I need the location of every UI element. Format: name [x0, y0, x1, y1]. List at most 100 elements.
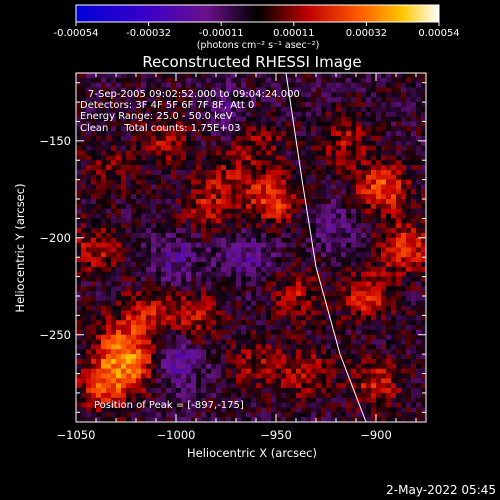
heatmap-cell: [251, 179, 257, 185]
heatmap-cell: [221, 131, 227, 137]
heatmap-cell: [136, 388, 142, 394]
heatmap-cell: [271, 131, 277, 137]
heatmap-cell: [421, 247, 426, 253]
heatmap-cell: [356, 136, 362, 142]
heatmap-cell: [326, 286, 332, 292]
heatmap-cell: [231, 97, 237, 103]
heatmap-cell: [296, 407, 302, 413]
heatmap-cell: [351, 228, 357, 234]
heatmap-cell: [121, 305, 127, 312]
heatmap-cell: [241, 237, 247, 244]
heatmap-cell: [191, 291, 197, 297]
heatmap-cell: [146, 203, 152, 210]
heatmap-cell: [356, 155, 362, 161]
heatmap-cell: [216, 223, 222, 229]
heatmap-cell: [256, 160, 262, 166]
heatmap-cell: [251, 281, 257, 287]
heatmap-cell: [321, 174, 327, 181]
heatmap-cell: [311, 126, 317, 132]
heatmap-cell: [206, 378, 212, 384]
heatmap-cell: [336, 82, 342, 89]
heatmap-cell: [276, 92, 282, 98]
heatmap-cell: [231, 155, 237, 161]
heatmap-cell: [76, 271, 82, 278]
heatmap-cell: [336, 111, 342, 118]
heatmap-cell: [371, 106, 377, 113]
heatmap-cell: [141, 155, 147, 161]
heatmap-cell: [236, 349, 242, 355]
heatmap-cell: [106, 358, 112, 365]
heatmap-cell: [331, 228, 337, 234]
heatmap-cell: [281, 208, 287, 215]
heatmap-cell: [301, 368, 307, 375]
heatmap-cell: [321, 160, 327, 166]
heatmap-cell: [371, 242, 377, 248]
heatmap-cell: [396, 102, 402, 108]
heatmap-cell: [261, 392, 267, 399]
heatmap-cell: [121, 131, 127, 137]
heatmap-cell: [376, 232, 382, 239]
heatmap-cell: [396, 344, 402, 350]
heatmap-cell: [321, 368, 327, 375]
heatmap-cell: [216, 203, 222, 210]
heatmap-cell: [281, 97, 287, 103]
heatmap-cell: [416, 388, 422, 394]
heatmap-cell: [136, 97, 142, 103]
heatmap-cell: [366, 194, 372, 200]
heatmap-cell: [401, 257, 407, 263]
heatmap-cell: [391, 329, 397, 336]
heatmap-cell: [101, 358, 107, 365]
heatmap-cell: [391, 407, 397, 413]
heatmap-cell: [356, 310, 362, 316]
heatmap-cell: [346, 276, 352, 282]
heatmap-cell: [251, 252, 257, 258]
heatmap-cell: [231, 87, 237, 93]
heatmap-cell: [161, 252, 167, 258]
heatmap-cell: [256, 82, 262, 89]
heatmap-cell: [366, 368, 372, 375]
heatmap-cell: [206, 184, 212, 190]
heatmap-cell: [86, 223, 92, 229]
heatmap-cell: [161, 174, 167, 181]
heatmap-cell: [251, 106, 257, 113]
heatmap-cell: [156, 140, 162, 147]
heatmap-cell: [296, 199, 302, 205]
heatmap-cell: [276, 402, 282, 408]
heatmap-cell: [326, 388, 332, 394]
heatmap-cell: [411, 199, 417, 205]
heatmap-cell: [231, 252, 237, 258]
heatmap-cell: [281, 300, 287, 307]
heatmap-cell: [86, 344, 92, 350]
heatmap-cell: [76, 281, 82, 287]
heatmap-cell: [136, 92, 142, 98]
heatmap-cell: [226, 402, 232, 408]
heatmap-cell: [131, 169, 137, 176]
heatmap-cell: [251, 102, 257, 108]
heatmap-cell: [261, 73, 267, 79]
heatmap-cell: [216, 174, 222, 181]
heatmap-cell: [376, 169, 382, 176]
heatmap-cell: [136, 271, 142, 278]
heatmap-cell: [381, 412, 387, 418]
heatmap-cell: [161, 266, 167, 273]
heatmap-cell: [341, 136, 347, 142]
heatmap-cell: [101, 136, 107, 142]
heatmap-cell: [321, 199, 327, 205]
heatmap-cell: [101, 383, 107, 389]
heatmap-cell: [336, 131, 342, 137]
heatmap-cell: [161, 310, 167, 316]
heatmap-cell: [141, 373, 147, 379]
heatmap-cell: [301, 111, 307, 118]
heatmap-cell: [321, 329, 327, 336]
heatmap-cell: [366, 174, 372, 181]
heatmap-cell: [191, 354, 197, 360]
heatmap-cell: [316, 232, 322, 239]
heatmap-cell: [81, 315, 87, 321]
heatmap-cell: [296, 189, 302, 195]
heatmap-cell: [176, 77, 182, 84]
heatmap-cell: [131, 77, 137, 84]
heatmap-cell: [251, 150, 257, 156]
heatmap-cell: [201, 320, 207, 326]
heatmap-cell: [366, 82, 372, 89]
heatmap-cell: [246, 397, 252, 404]
